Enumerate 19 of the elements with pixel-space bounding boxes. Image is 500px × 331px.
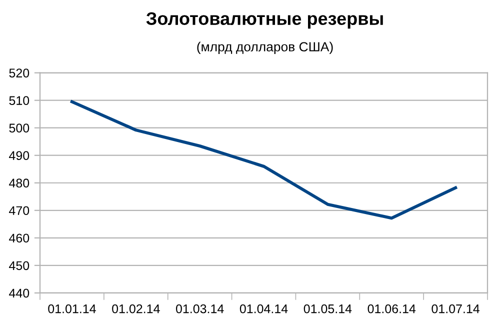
chart-subtitle: (млрд долларов США) xyxy=(197,42,333,54)
y-tick-label: 520 xyxy=(9,68,30,78)
x-tick-label: 01.04.14 xyxy=(240,304,288,314)
x-tick-label: 01.05.14 xyxy=(304,304,352,314)
y-tick-label: 480 xyxy=(9,178,30,188)
x-tick-label: 01.02.14 xyxy=(112,304,160,314)
y-tick-label: 500 xyxy=(9,124,30,132)
y-tick-label: 440 xyxy=(9,288,30,298)
x-tick-label: 01.07.14 xyxy=(432,304,480,314)
x-tick-label: 01.01.14 xyxy=(48,304,96,314)
y-tick-label: 510 xyxy=(9,96,30,105)
chart-title: Золотовалютные резервы xyxy=(146,12,383,29)
y-tick-label: 490 xyxy=(9,151,30,160)
y-tick-label: 470 xyxy=(9,206,30,216)
x-tick-label: 01.03.14 xyxy=(176,304,224,314)
line-series xyxy=(70,100,458,220)
y-tick-label: 450 xyxy=(9,261,30,270)
y-tick-label: 460 xyxy=(9,234,30,243)
x-tick-label: 01.06.14 xyxy=(368,304,416,314)
